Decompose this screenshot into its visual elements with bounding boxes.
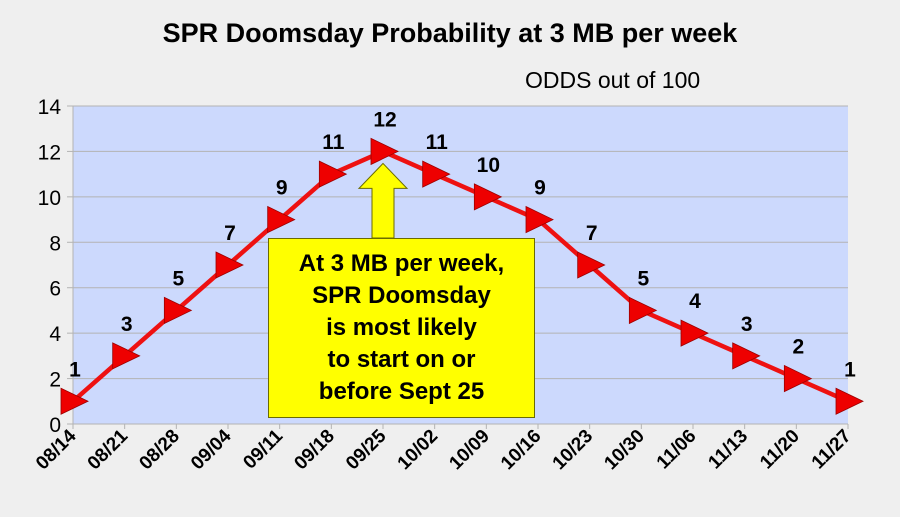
chart-title: SPR Doomsday Probability at 3 MB per wee… xyxy=(162,18,738,48)
x-tick-label: 08/28 xyxy=(135,426,183,474)
data-label: 5 xyxy=(637,267,649,290)
x-tick-label: 08/21 xyxy=(84,425,133,474)
y-tick-label: 8 xyxy=(49,232,61,255)
data-label: 2 xyxy=(792,336,804,359)
x-tick-label: 11/06 xyxy=(653,426,701,474)
data-label: 1 xyxy=(69,358,81,381)
y-tick-label: 14 xyxy=(38,96,62,119)
x-tick-label: 11/20 xyxy=(756,426,804,474)
data-label: 10 xyxy=(477,154,500,177)
y-tick-label: 4 xyxy=(49,323,61,346)
chart-subtitle: ODDS out of 100 xyxy=(525,67,701,93)
data-label: 7 xyxy=(224,222,236,245)
x-tick-label: 09/11 xyxy=(239,425,287,473)
data-label: 11 xyxy=(322,131,345,154)
x-tick-label: 09/25 xyxy=(342,425,391,474)
y-tick-label: 12 xyxy=(38,141,61,164)
data-label: 3 xyxy=(741,313,753,336)
x-tick-label: 10/09 xyxy=(445,426,493,474)
y-tick-label: 6 xyxy=(49,278,61,301)
data-point-marker xyxy=(112,342,141,370)
data-point-marker xyxy=(318,160,348,188)
data-label: 9 xyxy=(534,177,546,200)
y-tick-label: 0 xyxy=(49,414,61,437)
data-label: 9 xyxy=(276,177,288,200)
data-point-marker xyxy=(577,251,606,279)
data-point-marker xyxy=(680,319,709,347)
x-tick-label: 09/18 xyxy=(290,426,338,474)
y-tick-label: 10 xyxy=(38,187,61,210)
data-point-marker xyxy=(267,205,296,234)
data-point-marker xyxy=(835,387,864,415)
data-label: 4 xyxy=(689,290,701,313)
data-point-marker xyxy=(163,296,193,325)
data-point-marker xyxy=(628,296,658,325)
data-point-marker xyxy=(60,387,89,415)
data-label: 1 xyxy=(844,358,856,381)
x-tick-label: 11/13 xyxy=(704,426,752,474)
data-label: 5 xyxy=(172,267,184,290)
data-label: 12 xyxy=(373,108,396,131)
data-point-marker xyxy=(215,251,244,279)
data-point-marker xyxy=(732,342,761,370)
data-label: 3 xyxy=(121,313,133,336)
annotation-callout: At 3 MB per week, SPR Doomsday is most l… xyxy=(268,238,535,418)
data-point-marker xyxy=(783,364,813,393)
x-tick-label: 10/02 xyxy=(394,426,442,474)
data-point-marker xyxy=(473,183,503,211)
data-point-marker xyxy=(370,137,399,166)
data-label: 11 xyxy=(426,131,449,154)
data-label: 7 xyxy=(586,222,598,245)
data-point-marker xyxy=(525,205,554,234)
y-tick-label: 2 xyxy=(49,369,61,392)
x-tick-label: 10/16 xyxy=(497,426,545,474)
x-tick-label: 10/23 xyxy=(549,426,597,474)
x-tick-label: 11/27 xyxy=(808,426,856,474)
x-tick-label: 10/30 xyxy=(600,426,648,474)
series-line xyxy=(71,149,849,404)
data-point-marker xyxy=(422,160,451,188)
x-tick-label: 09/04 xyxy=(187,425,236,474)
